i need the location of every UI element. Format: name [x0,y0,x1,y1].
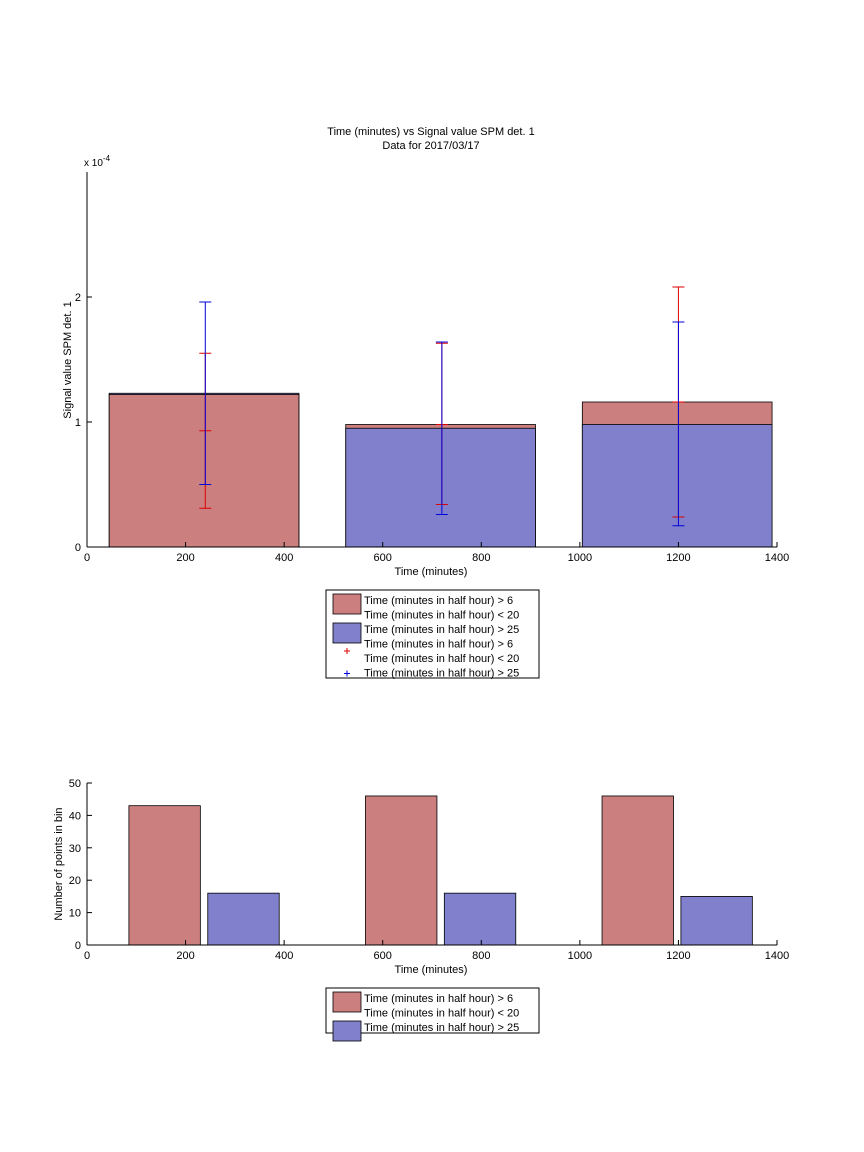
x-tick-label: 800 [472,950,490,962]
x-tick-label: 200 [176,950,194,962]
x-tick-label: 600 [374,552,392,564]
x-axis-label: Time (minutes) [395,566,468,578]
legend-swatch [332,593,362,615]
legend: Time (minutes in half hour) > 6 Time (min… [325,987,540,1042]
y-tick-label: 1 [75,417,81,429]
chart-title: Time (minutes) vs Signal value SPM det. … [327,126,534,138]
legend: Time (minutes in half hour) > 6 Time (min… [325,589,540,680]
y-exponent-label: x 10-4 [84,154,111,169]
legend-box [325,589,540,679]
x-tick-label: 1400 [765,950,789,962]
count-chart: 0 200 400 600 800 1000 1200 1400 0 10 20 30 40 50 Tim… [53,778,789,1042]
plot-area: 0 200 400 600 800 1000 1200 1400 0 10 20 30 40 50 [69,778,789,962]
legend-swatch [332,1020,362,1042]
bar-series-1 [108,394,300,548]
signal-chart: Time (minutes) vs Signal value SPM det. … [62,126,789,680]
y-axis-label: Number of points in bin [53,807,65,920]
legend-label: Time (minutes in half hour) > 25 [364,624,519,636]
plot-area: 0 200 400 600 800 1000 1200 1400 0 1 2 [75,172,789,564]
x-tick-label: 400 [275,950,293,962]
legend-label: Time (minutes in half hour) < 20 [364,610,519,622]
legend-label: Time (minutes in half hour) > 25 [364,668,519,680]
x-tick-label: 1200 [666,950,690,962]
x-tick-label: 0 [84,552,90,564]
legend-label: Time (minutes in half hour) < 20 [364,653,519,665]
y-tick-label: 20 [69,875,81,887]
error-bar-series-2 [435,341,448,515]
legend-label: Time (minutes in half hour) > 6 [364,993,513,1005]
bar-series-1 [601,795,674,946]
legend-marker [344,670,350,677]
x-tick-label: 0 [84,950,90,962]
y-axis-label: Signal value SPM det. 1 [62,301,74,418]
legend-label: Time (minutes in half hour) > 25 [364,1022,519,1034]
y-tick-label: 30 [69,843,81,855]
bar-series-2 [443,892,517,946]
legend-marker [344,648,350,654]
bar-series-1 [128,805,201,946]
y-tick-label: 0 [75,940,81,952]
x-tick-label: 1000 [568,552,592,564]
x-axis-label: Time (minutes) [395,964,468,976]
bar-series-2 [345,427,536,548]
x-tick-label: 800 [472,552,490,564]
y-tick-label: 2 [75,292,81,304]
error-bar-series-2 [199,301,212,485]
legend-label: Time (minutes in half hour) > 6 [364,639,513,651]
bar-series-2 [207,892,280,946]
chart-subtitle: Data for 2017/03/17 [382,140,479,152]
y-tick-label: 10 [69,908,81,920]
legend-box [325,987,540,1034]
x-tick-label: 1400 [765,552,789,564]
x-tick-label: 600 [374,950,392,962]
y-tick-label: 0 [75,542,81,554]
x-tick-label: 400 [275,552,293,564]
bar-series-1 [365,795,438,946]
bar-series-2 [581,424,773,548]
legend-swatch [332,622,362,644]
y-tick-label: 40 [69,810,81,822]
x-tick-label: 200 [176,552,194,564]
y-tick-label: 50 [69,778,81,790]
error-bar-series-2 [672,321,685,527]
x-tick-label: 1200 [666,552,690,564]
x-tick-label: 1000 [568,950,592,962]
bar-series-2 [680,896,753,946]
legend-label: Time (minutes in half hour) < 20 [364,1008,519,1020]
legend-label: Time (minutes in half hour) > 6 [364,595,513,607]
legend-swatch [332,991,362,1013]
